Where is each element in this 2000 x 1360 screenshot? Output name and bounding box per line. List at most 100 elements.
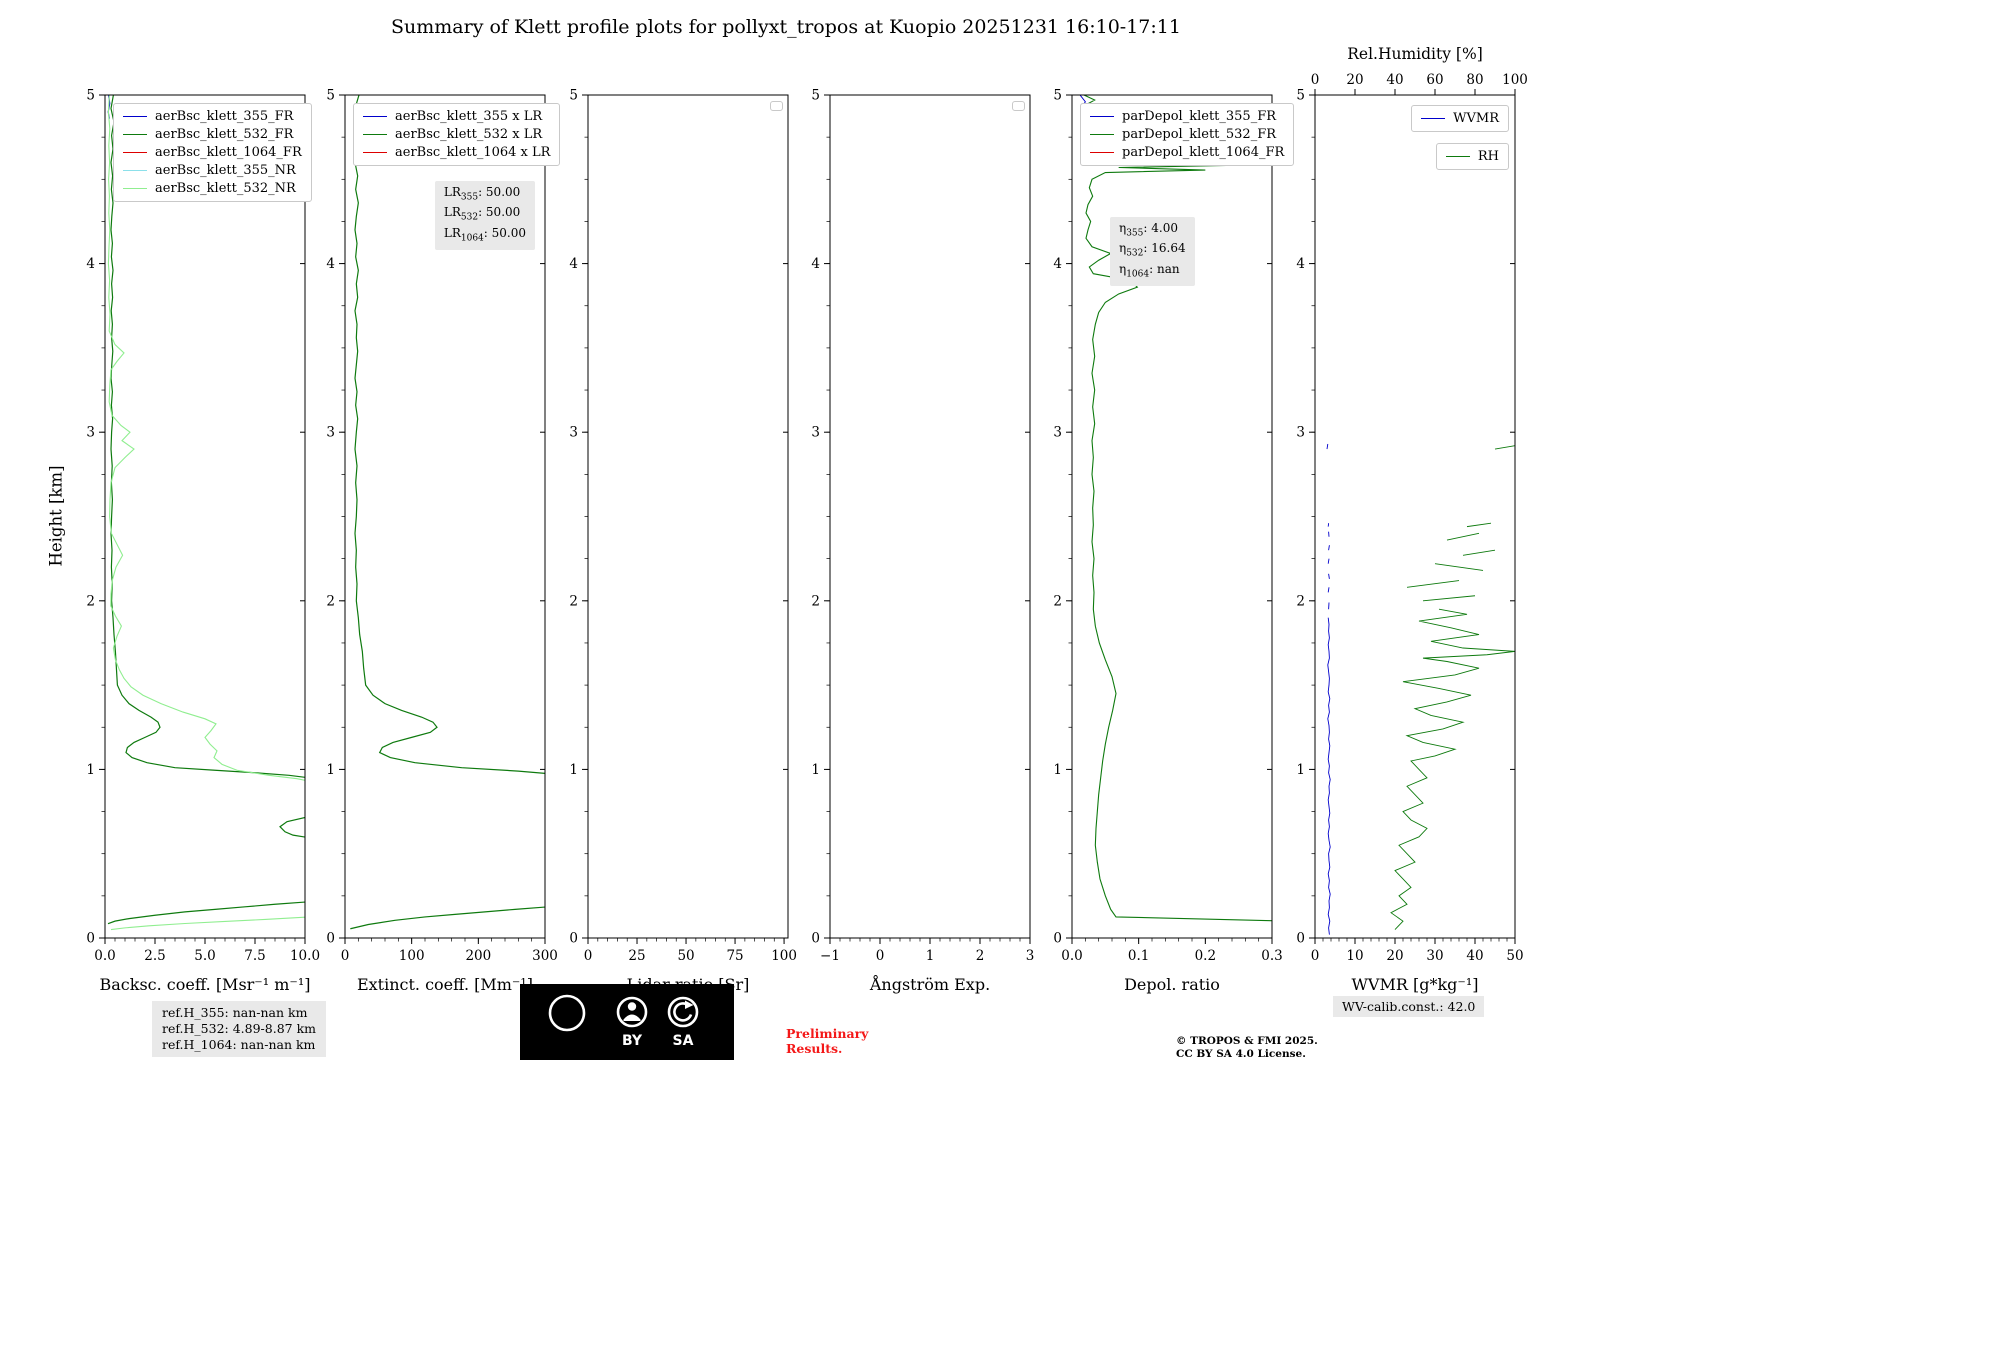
series-WVMR <box>1328 545 1330 551</box>
cc-logo-icon <box>548 994 586 1032</box>
legend-label: aerBsc_klett_355_NR <box>155 163 296 178</box>
panel-wvmr-rh: 0 10 20 30 40 50 0 1 2 3 4 5 0 20 40 60 80 100 Rel.Humidit… <box>1296 45 1527 994</box>
top-tick-label: 80 <box>1466 72 1483 88</box>
series-RH <box>1494 445 1515 450</box>
x-tick-label: 0 <box>1311 948 1320 964</box>
series-WVMR <box>1327 587 1330 593</box>
y-tick-label: 0 <box>1296 931 1305 947</box>
legend-label: aerBsc_klett_532 x LR <box>395 127 543 142</box>
y-tick-label: 2 <box>1296 593 1305 609</box>
x-tick-label: 40 <box>1466 948 1483 964</box>
x-axis-label: Ångström Exp. <box>869 974 990 994</box>
svg-text:CC: CC <box>556 1007 578 1023</box>
x-tick-label: 0.2 <box>1195 948 1216 964</box>
series-aerBsc_klett_532_NR <box>110 916 305 931</box>
y-tick-label: 4 <box>1053 256 1062 272</box>
series-RH <box>1462 549 1496 556</box>
y-tick-label: 2 <box>569 593 578 609</box>
series-RH <box>1422 595 1476 602</box>
y-tick-label: 1 <box>326 762 335 778</box>
legend-entry: RH <box>1445 149 1499 164</box>
legend-entry: aerBsc_klett_355_FR <box>123 109 302 124</box>
legend-empty <box>1012 101 1025 111</box>
legend-label: aerBsc_klett_1064_FR <box>155 145 302 160</box>
annotation-line: LR1064: 50.00 <box>443 225 526 244</box>
x-tick-label: 10.0 <box>290 948 320 964</box>
legend-entry: parDepol_klett_532_FR <box>1090 127 1284 142</box>
series-aerBsc_klett_532_x_LR <box>350 906 545 930</box>
axes-frame <box>1314 94 1516 939</box>
x-axis-label: Extinct. coeff. [Mm⁻¹] <box>357 975 533 994</box>
y-tick-label: 4 <box>569 256 578 272</box>
series-RH <box>1406 580 1460 588</box>
legend-line-sample <box>123 134 147 135</box>
preliminary-note: Preliminary Results. <box>786 1026 869 1056</box>
legend-line-sample <box>123 152 147 153</box>
series-aerBsc_klett_532_FR <box>110 95 305 778</box>
panel-angstroem: −1 0 1 2 3 0 1 2 3 4 5 Ångström Exp. <box>811 88 1034 995</box>
legend-label: WVMR <box>1453 111 1499 126</box>
y-tick-label: 0 <box>569 931 578 947</box>
annotation-line: LR355: 50.00 <box>443 185 521 203</box>
top-tick-label: 100 <box>1502 72 1528 88</box>
y-tick-label: 4 <box>1296 256 1305 272</box>
top-tick-label: 20 <box>1346 72 1363 88</box>
figure-title: Summary of Klett profile plots for polly… <box>391 16 1181 38</box>
x-tick-label: 2 <box>976 948 985 964</box>
legend-line-sample <box>1090 152 1114 153</box>
axes-frame <box>587 94 789 939</box>
y-tick-label: 4 <box>326 256 335 272</box>
annotation-line: η1064: nan <box>1119 261 1180 280</box>
top-axis-label: Rel.Humidity [%] <box>1347 45 1483 63</box>
y-tick-label: 0 <box>1053 931 1062 947</box>
top-tick-label: 0 <box>1311 72 1320 88</box>
x-tick-label: 75 <box>726 948 743 964</box>
series-aerBsc_klett_532_FR <box>107 901 305 925</box>
series-aerBsc_klett_532_FR <box>279 816 305 838</box>
ref-h-355: ref.H_355: nan-nan km <box>162 1005 308 1020</box>
cc-sa-label: SA <box>672 1033 694 1049</box>
x-tick-label: 300 <box>532 948 558 964</box>
y-tick-label: 1 <box>569 762 578 778</box>
x-axis-label: Depol. ratio <box>1124 975 1220 994</box>
y-tick-label: 1 <box>1053 762 1062 778</box>
legend-label: aerBsc_klett_532_NR <box>155 181 296 196</box>
legend-entry: aerBsc_klett_1064 x LR <box>363 145 550 160</box>
annotation-line: LR532: 50.00 <box>443 205 521 223</box>
panel-lidar-ratio: 0255075100012345Lidar ratio [Sr] <box>569 88 797 995</box>
series-WVMR <box>1328 573 1330 579</box>
y-tick-label: 3 <box>326 425 335 441</box>
legend-label: aerBsc_klett_532_FR <box>155 127 294 142</box>
y-tick-label: 1 <box>1296 762 1305 778</box>
legend-entry: WVMR <box>1421 111 1499 126</box>
legend-line-sample <box>363 134 387 135</box>
share-alike-icon <box>667 996 699 1028</box>
panel-depol-axes: 0.0 0.1 0.2 0.3 0 1 2 3 4 5 Depol. ratio <box>1053 88 1282 995</box>
cc-badge-icons: CC <box>548 994 699 1032</box>
legend-label: parDepol_klett_1064_FR <box>1122 145 1285 160</box>
x-tick-label: 5.0 <box>194 948 215 964</box>
axes-frame <box>829 94 1031 939</box>
legend-line-sample <box>1090 116 1114 117</box>
attribution-person-icon <box>616 996 648 1028</box>
legend-line-sample <box>363 116 387 117</box>
series-RH <box>1434 563 1484 571</box>
cc-by-label: BY <box>621 1033 643 1049</box>
y-tick-label: 2 <box>86 593 95 609</box>
legend-label: aerBsc_klett_355_FR <box>155 109 294 124</box>
x-tick-label: 100 <box>399 948 425 964</box>
x-tick-label: 2.5 <box>144 948 165 964</box>
top-tick-label: 60 <box>1426 72 1443 88</box>
annotation-line: η532: 16.64 <box>1119 241 1186 259</box>
x-tick-label: 100 <box>771 948 797 964</box>
copyright-note: © TROPOS & FMI 2025. CC BY SA 4.0 Licens… <box>1176 1035 1318 1060</box>
x-tick-label: 0 <box>584 948 593 964</box>
legend-label: aerBsc_klett_355 x LR <box>395 109 543 124</box>
reference-heights-box: ref.H_355: nan-nan km ref.H_532: 4.89-8.… <box>152 1001 327 1057</box>
y-tick-label: 1 <box>86 762 95 778</box>
legend: parDepol_klett_355_FR parDepol_klett_532_… <box>1080 103 1295 166</box>
legend-line-sample <box>123 188 147 189</box>
series-WVMR <box>1327 617 1331 935</box>
